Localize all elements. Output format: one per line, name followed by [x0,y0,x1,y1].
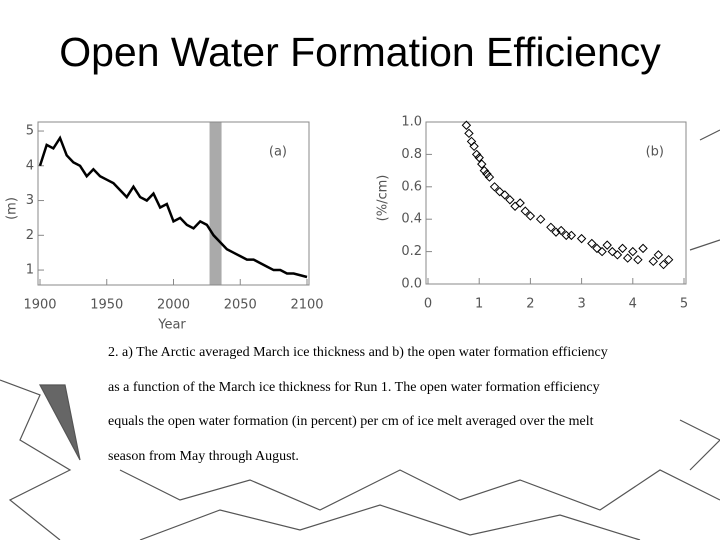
annotation: (b) [646,145,664,160]
shaded-span [209,122,222,285]
x-tick-label: 2100 [290,298,323,313]
scatter-point [576,233,587,244]
scatter-point [638,243,648,254]
y-tick-label: 5 [26,124,34,139]
scatter-point [500,190,510,200]
y-tick-label: 1.0 [401,115,422,130]
scatter-point [520,206,530,216]
y-tick-label: 0.4 [401,212,422,227]
x-axis-label: Year [157,318,186,333]
scatter-point [477,159,487,169]
scatter-point [515,198,525,208]
scatter-point [525,211,536,221]
scatter-point [489,182,500,192]
x-tick-label: 5 [680,297,688,312]
caption-line: season from May through August. [108,449,299,464]
scatter-point [612,250,623,260]
annotation: (a) [269,145,287,160]
scatter-point [587,238,597,249]
x-tick-label: 1950 [90,298,123,313]
scatter-point [546,222,556,233]
y-tick-label: 4 [26,158,34,173]
scatter-point [622,253,633,263]
decoration [0,129,720,540]
y-tick-label: 0.6 [401,179,422,194]
scatter-point [551,227,561,237]
y-tick-label: 2 [26,228,34,243]
x-tick-label: 4 [629,297,637,312]
scatter-point [607,246,618,257]
scatter-point [648,256,658,267]
x-tick-label: 2000 [157,298,190,313]
y-tick-label: 1 [26,263,34,278]
scatter-point [484,172,495,182]
caption-line: 2. a) The Arctic averaged March ice thic… [108,345,608,360]
y-tick-label: 0.0 [401,277,422,292]
x-tick-label: 3 [577,297,585,312]
plot-frame [425,121,687,285]
scatter-point [556,225,566,236]
x-tick-label: 1900 [23,298,56,313]
scatter-point [633,254,643,265]
x-tick-label: 2050 [224,298,257,313]
scatter-point [592,243,602,254]
scatter-point [469,141,479,152]
slide-title: Open Water Formation Efficiency [59,29,661,75]
scatter-point [653,250,664,260]
scatter-point [535,214,546,224]
scatter-point [658,259,669,270]
x-tick-label: 0 [424,297,432,312]
scatter-point [597,246,607,257]
caption-line: as a function of the March ice thickness… [108,380,600,395]
x-tick-label: 1 [475,297,483,312]
y-tick-label: 0.8 [401,147,422,162]
scatter-point [628,246,638,257]
y-tick-label: 3 [26,193,34,208]
scatter-point [617,243,628,254]
scatter-point [663,254,674,265]
scatter-point [566,230,577,241]
scatter-point [474,152,484,163]
scatter-point [461,120,472,130]
scatter-point [505,195,515,205]
x-tick-label: 2 [526,297,534,312]
data-line [38,135,308,279]
scatter-point [602,240,612,250]
scatter-point [510,201,520,211]
y-tick-label: 0.2 [401,244,422,259]
y-axis-label: (%/cm) [376,175,391,222]
scatter-point [494,186,505,197]
scatter-point [464,128,474,139]
caption-line: equals the open water formation (in perc… [108,414,594,429]
y-axis-label: (m) [5,197,20,220]
